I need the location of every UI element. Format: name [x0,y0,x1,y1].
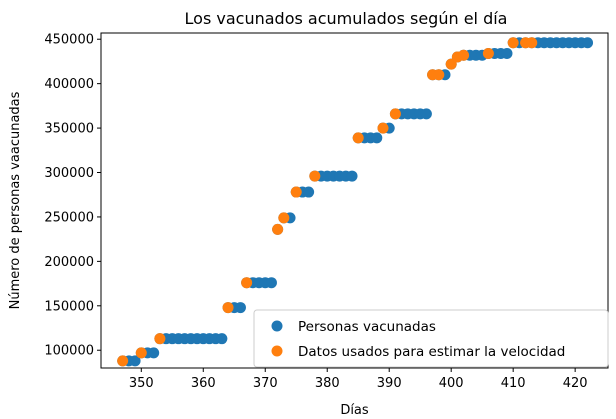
y-tick-label: 350000 [44,122,94,137]
data-point [241,277,253,289]
data-point [117,355,129,367]
data-point [265,277,277,289]
data-point [135,347,147,359]
data-point [129,355,141,367]
data-point [309,170,321,182]
data-point [216,333,228,345]
legend-box [253,309,609,368]
data-point [482,47,494,59]
legend-label-datos-usados: Datos usados para estimar la velocidad [298,344,565,360]
data-point [222,302,234,314]
data-point [445,58,457,70]
chart-title: Los vacunados acumulados según el día [185,9,508,28]
legend-marker-datos-usados [271,345,283,357]
data-point [234,302,246,314]
y-tick-label: 200000 [44,255,94,270]
y-tick-label: 400000 [44,77,94,92]
x-tick-label: 410 [501,376,526,391]
data-point [582,37,594,49]
y-tick-label: 450000 [44,33,94,48]
data-point [303,186,315,198]
y-axis: 100000 150000 200000 250000 300000 350000 4000… [44,33,101,359]
data-point [526,37,538,49]
x-tick-label: 390 [377,376,402,391]
data-point [377,122,389,134]
data-point [278,212,290,224]
x-tick-label: 380 [315,376,340,391]
legend-marker-personas-vacunadas [271,320,283,332]
x-tick-label: 420 [563,376,588,391]
plot-area [100,32,609,369]
y-tick-label: 100000 [44,344,94,359]
x-tick-label: 350 [129,376,154,391]
y-tick-label: 250000 [44,210,94,225]
x-tick-label: 360 [191,376,216,391]
data-point [507,37,519,49]
data-point [458,49,470,61]
data-point [371,132,383,144]
legend-label-personas-vacunadas: Personas vacunadas [298,319,436,335]
y-tick-label: 300000 [44,166,94,181]
data-point [346,170,358,182]
y-axis-label: Número de personas vaacunadas [8,91,23,309]
data-point [290,186,302,198]
data-points [117,37,594,367]
x-axis-label: Días [340,403,369,418]
series-datos-usados [117,37,538,367]
x-tick-label: 400 [439,376,464,391]
data-point [433,69,445,81]
data-point [501,47,513,59]
data-point [389,108,401,120]
x-axis: 350 360 370 380 390 400 410 420 [129,368,588,391]
x-tick-label: 370 [253,376,278,391]
data-point [420,108,432,120]
plot-frame [100,32,609,369]
data-point [272,223,284,235]
legend: Personas vacunadas Datos usados para est… [253,309,609,368]
data-point [154,333,166,345]
y-tick-label: 150000 [44,299,94,314]
data-point [148,347,160,359]
data-point [352,132,364,144]
